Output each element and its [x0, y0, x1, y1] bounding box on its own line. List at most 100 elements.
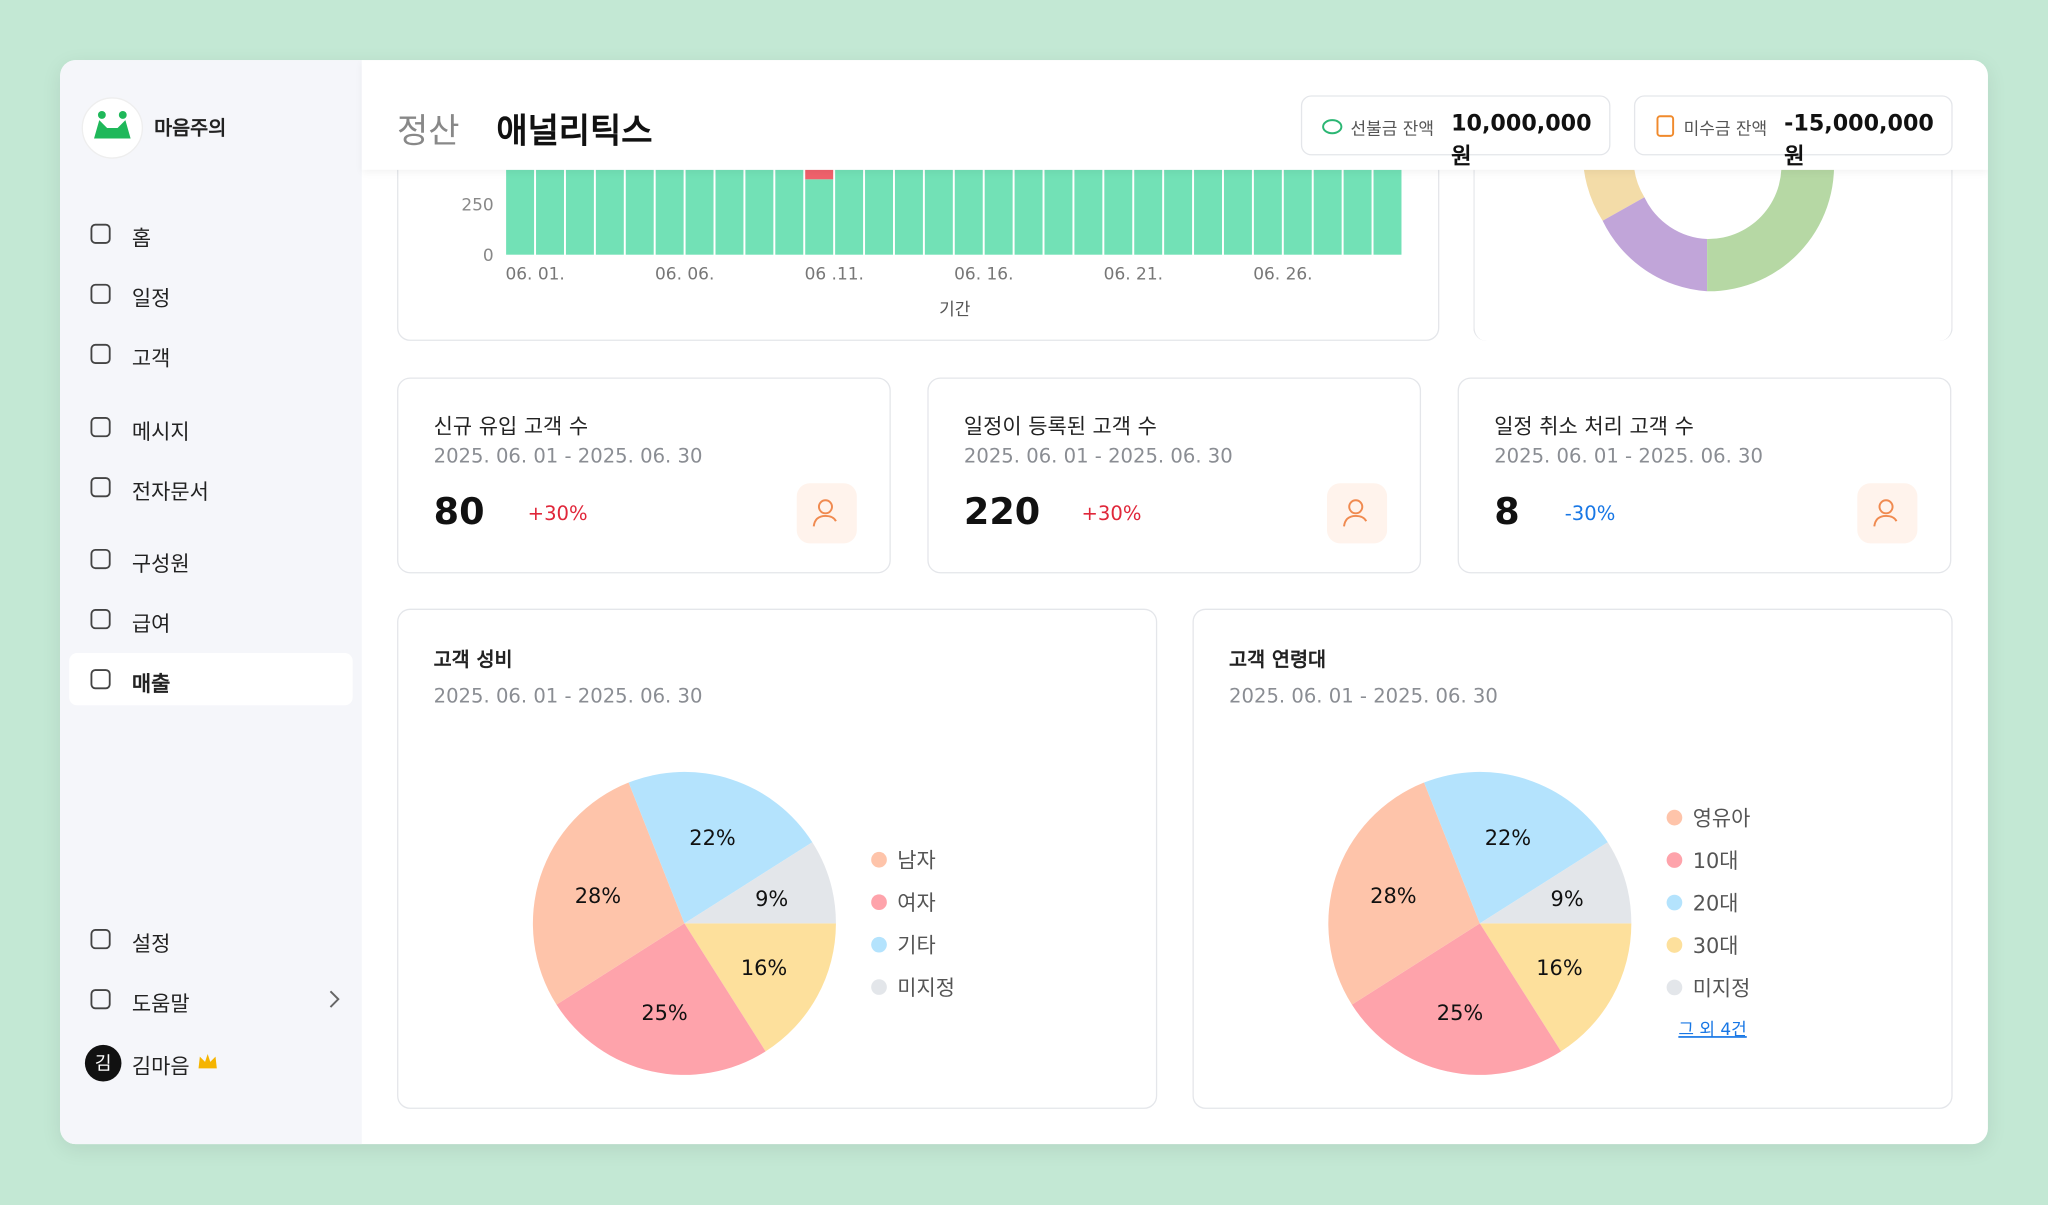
chevron [329, 990, 340, 1008]
menu-item[interactable]: 홈 [69, 208, 352, 260]
menu-icon [90, 417, 111, 438]
bar [924, 169, 953, 255]
bar [625, 169, 654, 255]
x-axis-label: 기간 [939, 300, 971, 320]
crown-icon [198, 1054, 217, 1069]
tab-active[interactable]: 애널리틱스 [496, 112, 653, 152]
pie-period: 2025. 06. 01 - 2025. 06. 30 [433, 684, 703, 708]
stat-icon [1857, 483, 1918, 544]
pie-period: 2025. 06. 01 - 2025. 06. 30 [1229, 684, 1498, 708]
tab[interactable]: 정산 [397, 112, 460, 152]
icon-shape [90, 548, 111, 570]
bar [775, 169, 804, 255]
menu-item[interactable]: 일정 [69, 268, 352, 320]
more-link[interactable]: 그 외 4건 [1678, 1020, 1746, 1040]
icon-shape [90, 343, 111, 365]
app-window: 마음주의 홈 일정 고객 메시지 전자문서 구성원 급여 매출 설정 도움말 김 김마음 정산 … [60, 60, 1988, 1145]
icon-head [817, 499, 833, 515]
pie-slice [628, 771, 813, 924]
menu-item[interactable]: 고객 [69, 328, 352, 380]
balance-value: -15,000,000원 [1784, 111, 1934, 170]
legend-swatch [871, 851, 887, 868]
pie-slice [1479, 842, 1632, 924]
stat-period: 2025. 06. 01 - 2025. 06. 30 [433, 444, 703, 468]
bar [565, 169, 594, 255]
stat-icon [796, 483, 857, 544]
icon-shape [90, 609, 111, 630]
menu-item[interactable]: 매출 [69, 653, 353, 706]
icon-shape [90, 223, 111, 244]
slice-label: 22% [1485, 826, 1531, 850]
bar [1223, 169, 1252, 255]
menu-icon [90, 669, 111, 690]
menu-item[interactable]: 급여 [69, 593, 352, 645]
icon-shape [90, 283, 111, 304]
menu-item[interactable]: 도움말 [69, 973, 352, 1025]
pie-slice [556, 923, 766, 1075]
legend-label: 미지정 [897, 976, 955, 1000]
slice-label: 28% [575, 884, 621, 908]
slice-label: 22% [689, 826, 735, 850]
slice-label: 9% [1551, 887, 1584, 911]
scroll-clip: 0 250 06. 01. 06. 06. 06 .11. 06. 16. 06. 21. 0… [362, 169, 1988, 353]
bar [506, 169, 535, 255]
stat-change: +30% [527, 501, 588, 526]
icon-head [1878, 499, 1894, 515]
bar [715, 169, 744, 255]
icon-shape [90, 989, 111, 1010]
stat-card: 일정이 등록된 고객 수 2025. 06. 01 - 2025. 06. 30 2… [927, 377, 1422, 574]
menu-item[interactable]: 설정 [69, 913, 352, 965]
icon-body [812, 514, 837, 527]
legend-label: 30대 [1693, 934, 1739, 958]
balance-label: 미수금 잔액 [1683, 120, 1768, 140]
user-icon [1343, 499, 1368, 527]
sidebar: 마음주의 홈 일정 고객 메시지 전자문서 구성원 급여 매출 설정 도움말 김 김마음 [60, 60, 362, 1145]
pie-slice [532, 782, 685, 1005]
x-tick-label: 06. 06. [655, 265, 714, 285]
slice-label: 25% [641, 1001, 687, 1025]
bar [1164, 169, 1193, 255]
slice-label: 16% [741, 956, 787, 980]
menu-item[interactable]: 메시지 [69, 401, 352, 453]
pie-slice [1424, 771, 1608, 924]
bar [954, 169, 983, 255]
donut-fragment [1584, 169, 1834, 292]
bar [1253, 169, 1282, 255]
pie-title: 고객 성비 [433, 647, 513, 672]
bar [1313, 169, 1342, 255]
y-tick-label: 0 [483, 246, 494, 266]
menu-label: 고객 [131, 346, 171, 371]
bar [894, 169, 923, 255]
icon-head [1348, 499, 1364, 515]
bar [1104, 169, 1133, 255]
x-tick-label: 06. 26. [1253, 265, 1312, 285]
legend-swatch [1666, 809, 1683, 826]
balance-box: 미수금 잔액 -15,000,000원 [1633, 95, 1953, 170]
menu-icon [90, 548, 111, 570]
bar [805, 169, 834, 180]
icon-shape [90, 669, 111, 690]
bar [1194, 169, 1223, 255]
pie-slice [1351, 923, 1562, 1075]
menu-icon [90, 609, 111, 630]
bar [536, 169, 564, 255]
slice-label: 25% [1437, 1001, 1483, 1025]
bar [1373, 169, 1402, 255]
menu-label: 일정 [131, 286, 171, 311]
stat-icon [1327, 483, 1388, 544]
stat-title: 일정이 등록된 고객 수 [963, 414, 1157, 439]
logo [81, 97, 144, 159]
menu-item[interactable]: 구성원 [69, 533, 352, 585]
legend-label: 20대 [1693, 891, 1739, 915]
icon-shape [90, 929, 111, 950]
x-tick-label: 06. 16. [954, 265, 1013, 285]
menu-label: 급여 [131, 611, 171, 637]
slice-label: 9% [755, 887, 788, 911]
pie-slice [684, 842, 836, 924]
piggy-icon [1322, 119, 1343, 135]
user-icon [812, 499, 837, 527]
menu-item[interactable]: 전자문서 [69, 461, 352, 513]
legend-swatch [871, 936, 887, 953]
